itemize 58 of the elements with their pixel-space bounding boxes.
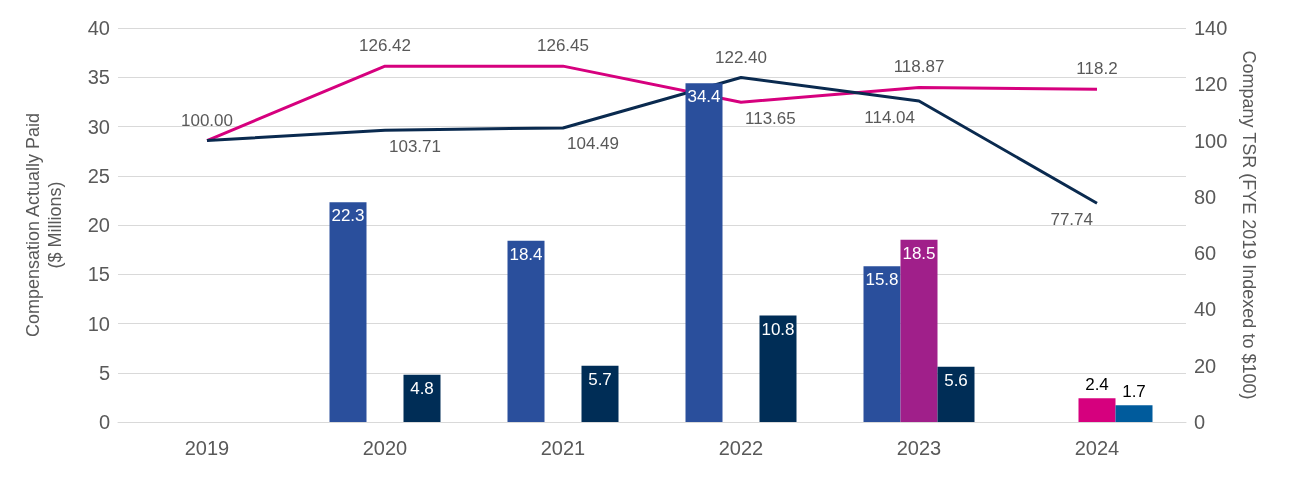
y2-tick-label: 120: [1194, 73, 1228, 96]
x-tick-label: 2023: [896, 437, 942, 459]
data-label: 2.4: [1085, 375, 1109, 395]
x-tick-label: 2022: [718, 437, 764, 459]
data-label: 126.42: [359, 36, 411, 56]
y-tick-label: 25: [87, 164, 110, 187]
data-label: 100.00: [181, 110, 233, 130]
data-label: 77.74: [1050, 209, 1093, 229]
bar: [581, 365, 619, 422]
data-label: 5.6: [944, 370, 968, 390]
x-tick-label: 2020: [362, 437, 408, 459]
data-label: 22.3: [331, 206, 365, 226]
y2-tick-label: 60: [1194, 242, 1217, 265]
y-tick-label: 10: [87, 312, 110, 335]
data-label: 114.04: [864, 107, 915, 127]
y-tick-label: 20: [87, 214, 110, 236]
x-tick-label: 2019: [184, 437, 230, 459]
bar: [863, 266, 901, 422]
data-label: 103.71: [389, 136, 441, 156]
data-label: 126.45: [537, 36, 589, 56]
x-tick-label: 2024: [1074, 437, 1120, 459]
y2-tick-label: 20: [1194, 354, 1217, 377]
y-tick-label: 15: [87, 263, 110, 286]
bar: [507, 240, 545, 422]
y2-tick-label: 0: [1194, 411, 1206, 433]
bar: [685, 83, 723, 422]
y2-tick-label: 100: [1194, 129, 1228, 152]
data-label: 5.7: [588, 369, 612, 389]
data-label: 34.4: [687, 87, 721, 107]
data-label: 15.8: [865, 270, 899, 290]
data-label: 18.4: [509, 244, 543, 264]
y-tick-label: 5: [98, 361, 110, 384]
data-label: 18.5: [902, 243, 936, 263]
bar: [329, 202, 367, 422]
y-tick-label: 0: [98, 411, 110, 433]
data-label: 118.2: [1076, 59, 1118, 79]
data-label: 118.87: [893, 57, 945, 77]
bar: [1115, 405, 1153, 422]
bar: [759, 315, 797, 422]
data-label: 122.40: [715, 47, 767, 67]
y-axis-title: Compensation Actually Paid ($ Millions): [23, 112, 65, 338]
y2-tick-label: 80: [1194, 185, 1217, 208]
y2-tick-label: 40: [1194, 298, 1217, 321]
y2-tick-label: 140: [1194, 17, 1228, 39]
data-label: 104.49: [567, 134, 619, 154]
data-label: 10.8: [761, 319, 795, 339]
bar: [403, 374, 441, 422]
bar: [900, 239, 938, 422]
y2-axis-title: Company TSR (FYE 2019 Indexed to $100): [1239, 50, 1260, 400]
y-tick-label: 35: [87, 66, 110, 89]
data-label: 113.65: [745, 108, 796, 128]
y-tick-label: 40: [87, 17, 110, 39]
bar: [937, 366, 975, 422]
bar: [1078, 398, 1116, 422]
y-tick-label: 30: [87, 115, 110, 138]
data-label: 4.8: [410, 378, 434, 398]
x-tick-label: 2021: [540, 437, 586, 459]
data-label: 1.7: [1122, 382, 1146, 402]
